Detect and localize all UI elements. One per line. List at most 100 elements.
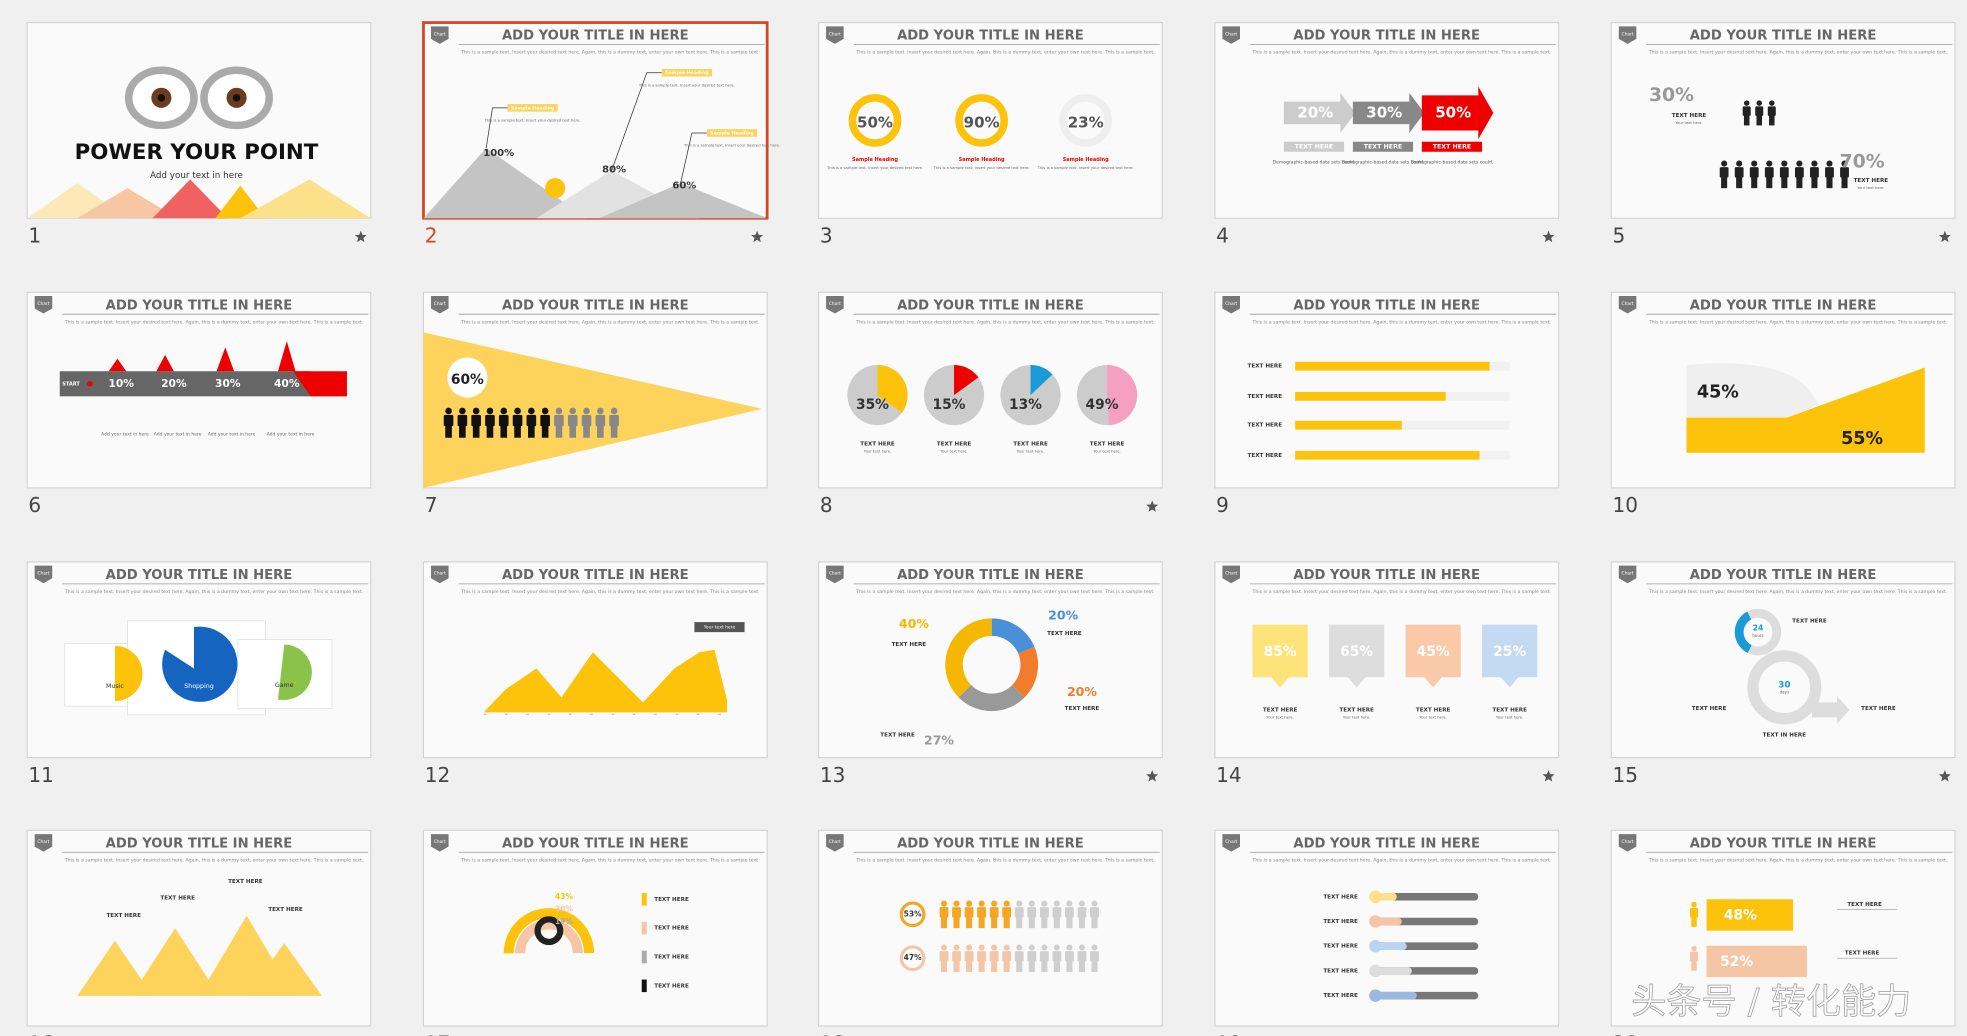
slide-number: 8 [820, 493, 833, 517]
slide-text: Sample Heading [511, 105, 555, 111]
slide-thumbnail[interactable]: 20 Chart ADD YOUR TITLE IN HERE This is a s… [1610, 829, 1956, 1036]
slide-text: 50% [857, 113, 893, 131]
slide-thumbnail[interactable]: 7 Chart ADD YOUR TITLE IN HERE This is a sa… [422, 291, 768, 517]
badge [1618, 834, 1637, 852]
slide-thumbnail[interactable]: 11 Chart ADD YOUR TITLE IN HERE This is a s… [26, 561, 372, 787]
badge [1618, 565, 1637, 584]
slide-thumbnail[interactable]: 6 Chart ADD YOUR TITLE IN HERE This is a sa… [26, 291, 372, 517]
slide-thumbnail[interactable]: 13 Chart ADD YOUR TITLE IN HERE This is a s… [818, 561, 1163, 787]
slide-text: TEXT HERE [1323, 919, 1358, 925]
person-icon [569, 425, 577, 438]
badge-label: Chart [434, 31, 446, 37]
slide-number: 15 [1613, 763, 1639, 787]
person-icon [1028, 900, 1035, 907]
slide-thumbnail[interactable]: 18 Chart ADD YOUR TITLE IN HERE This is a s… [818, 829, 1163, 1036]
person-icon [459, 407, 466, 415]
slide-thumbnail[interactable]: 4 Chart ADD YOUR TITLE IN HERE This is a sa… [1214, 22, 1560, 248]
slide-text: TEXT HERE [228, 879, 263, 885]
person-icon [1016, 900, 1023, 907]
pupil [232, 94, 241, 102]
person-icon [1841, 176, 1848, 189]
track [1371, 893, 1479, 901]
slide-text: TEXT HERE [1323, 894, 1358, 900]
ring [1059, 94, 1113, 147]
bar [1295, 361, 1490, 371]
star-icon [1938, 230, 1951, 243]
slide-thumbnail[interactable]: 1 POWER YOUR POINT Add your text in here [26, 22, 372, 248]
person-icon [1840, 167, 1849, 178]
slide-text: 45% [1417, 644, 1450, 660]
person-icon [541, 425, 549, 438]
person-icon [1767, 106, 1776, 116]
person-icon [1091, 960, 1098, 973]
slide-number: 20 [1613, 1031, 1639, 1036]
person-icon [1028, 916, 1035, 929]
person-icon [977, 951, 987, 962]
slide-text: Your text here. [1266, 715, 1293, 719]
body-text: This is a sample text. Insert your desir… [1251, 50, 1551, 55]
slide-text: 65% [1340, 644, 1373, 660]
ring [1747, 650, 1822, 725]
person-icon [1781, 176, 1788, 189]
slide-text: 45% [1697, 383, 1739, 403]
slide-title: ADD YOUR TITLE IN HERE [106, 568, 293, 583]
slide-text: 50% [1435, 103, 1471, 121]
slide-text: TEXT HERE [1047, 631, 1082, 637]
person-icon [1719, 167, 1729, 178]
badge-label: Chart [1622, 839, 1634, 845]
person-icon [1736, 160, 1743, 167]
slide-text: 40% [899, 616, 929, 631]
slide-text: TEXT HERE [1323, 968, 1358, 974]
slide-text: Music [106, 683, 124, 690]
person-icon [1041, 916, 1048, 929]
slide-text: Demographic-based data sets could. [1273, 159, 1356, 165]
slide-title: ADD YOUR TITLE IN HERE [502, 29, 689, 44]
person-icon [940, 916, 948, 929]
person-icon [512, 414, 523, 427]
person-icon [1003, 900, 1010, 907]
slide-text: Your text here. [940, 450, 967, 454]
slide-text: TEXT HERE [1248, 423, 1283, 429]
person-icon [1811, 160, 1818, 167]
slide-text: 35% [856, 397, 889, 413]
slide-text: TEXT HERE [1364, 144, 1402, 151]
arrow [1283, 92, 1356, 133]
slide-thumbnail[interactable]: 10 Chart ADD YOUR TITLE IN HERE This is a s… [1610, 291, 1956, 517]
person-icon [609, 414, 619, 427]
slide-thumbnail[interactable]: 2 Chart ADD YOUR TITLE IN HERE This is a sa… [422, 21, 780, 248]
axis-tick [632, 713, 636, 715]
person-icon [457, 414, 468, 427]
body-text: This is a sample text. Insert your desir… [64, 857, 364, 862]
person-icon [1002, 951, 1012, 962]
person-icon [445, 425, 452, 438]
slide-thumbnail[interactable]: 3 Chart ADD YOUR TITLE IN HERE This is a sa… [818, 22, 1163, 248]
slide-text: 13% [1009, 397, 1042, 413]
sun [545, 178, 566, 199]
label-box [1283, 141, 1345, 152]
slide-thumbnail[interactable]: 5 Chart ADD YOUR TITLE IN HERE This is a sa… [1610, 22, 1956, 248]
slide-text: TEXT HERE [1323, 993, 1358, 999]
slide-text: 30% [1366, 103, 1402, 121]
badge [431, 565, 449, 584]
slide-thumbnail[interactable]: 14 Chart ADD YOUR TITLE IN HERE This is a s… [1214, 561, 1560, 787]
badge-label: Chart [829, 301, 841, 307]
person-icon [1825, 167, 1834, 178]
slide-text: 52% [1720, 954, 1753, 970]
slide-thumbnail[interactable]: 19 Chart ADD YOUR TITLE IN HERE This is a s… [1214, 829, 1560, 1036]
slide-thumbnail[interactable]: 8 Chart ADD YOUR TITLE IN HERE This is a sa… [818, 291, 1163, 517]
slide-thumbnail[interactable]: 12 Chart ADD YOUR TITLE IN HERE This is a s… [422, 561, 768, 787]
slide-number: 19 [1216, 1031, 1242, 1036]
bubble [447, 357, 488, 398]
triangle [246, 943, 322, 996]
slide-frame [818, 829, 1163, 1027]
arrow [1421, 86, 1494, 140]
badge-ring [899, 901, 926, 928]
person-icon [991, 960, 998, 973]
person-icon [597, 407, 604, 415]
slide-thumbnail[interactable]: 17 Chart ADD YOUR TITLE IN HERE This is a s… [422, 829, 768, 1036]
slide-thumbnail[interactable]: 16 Chart ADD YOUR TITLE IN HERE This is a s… [26, 829, 372, 1036]
slide-thumbnail[interactable]: 15 Chart ADD YOUR TITLE IN HERE This is a s… [1610, 561, 1956, 787]
slide-thumbnail[interactable]: 9 Chart ADD YOUR TITLE IN HERE This is a sa… [1214, 291, 1560, 517]
person-icon [953, 916, 960, 929]
start-dot [87, 381, 93, 387]
